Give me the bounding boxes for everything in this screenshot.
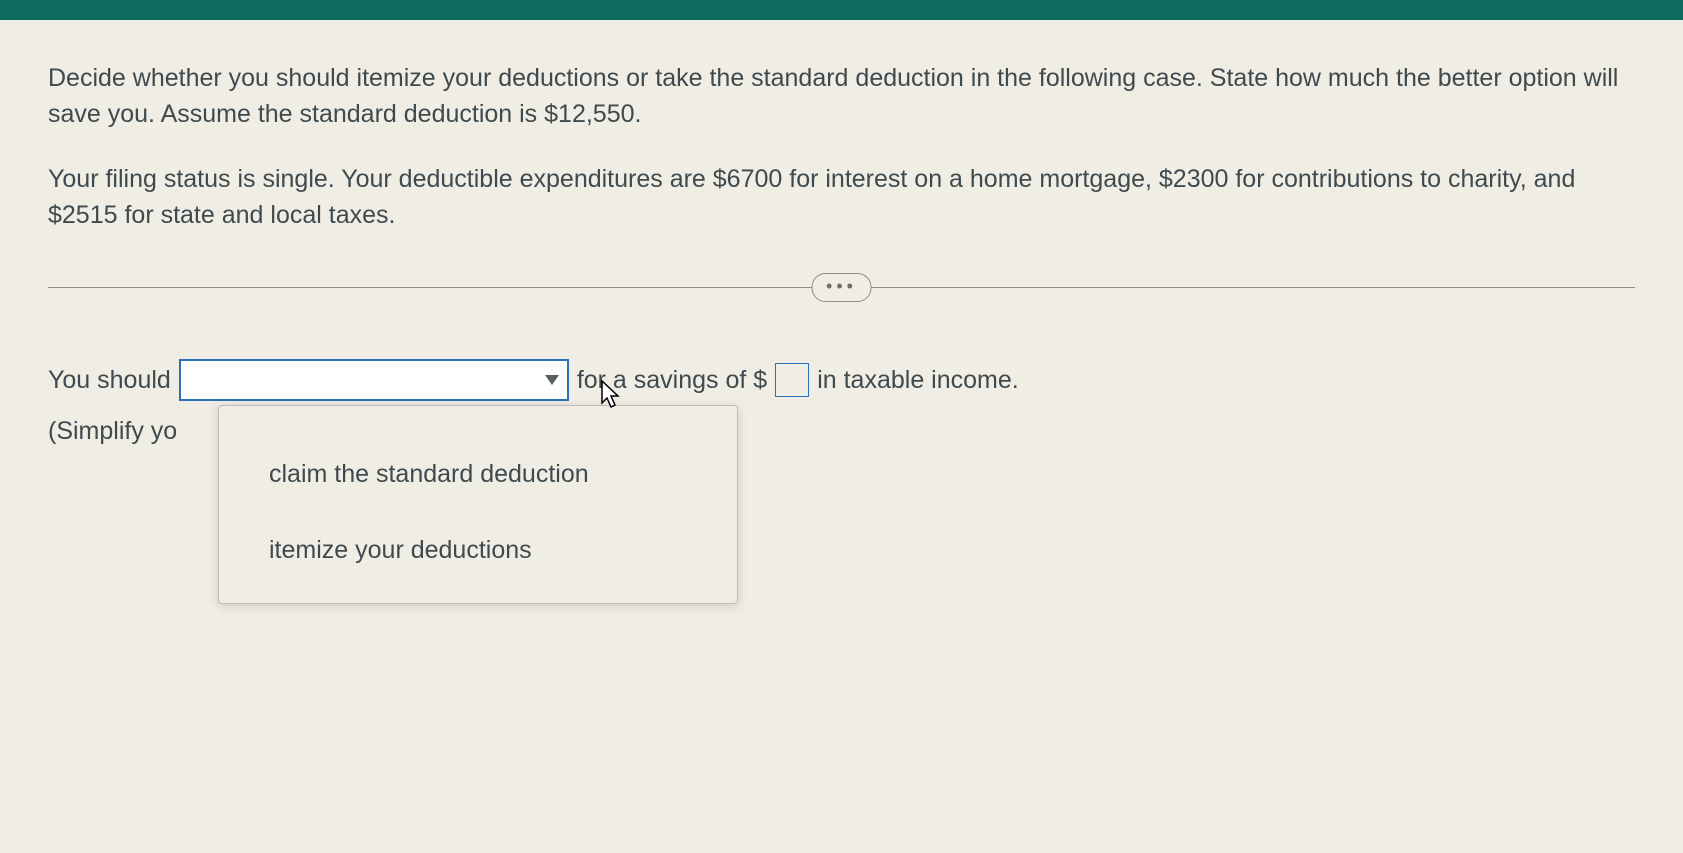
question-paragraph-2: Your filing status is single. Your deduc… [48, 161, 1635, 234]
answer-mid-text-1: for a savings of $ [577, 362, 767, 398]
chevron-down-icon [545, 375, 559, 385]
answer-area: You should for a savings of $ in taxable… [48, 353, 1635, 449]
deduction-choice-select[interactable] [179, 359, 569, 401]
expand-toggle-button[interactable]: ••• [811, 273, 872, 302]
answer-prefix-text: You should [48, 362, 171, 398]
dropdown-option-itemize[interactable]: itemize your deductions [219, 512, 737, 588]
window-header-bar [0, 0, 1683, 20]
dropdown-option-standard[interactable]: claim the standard deduction [219, 436, 737, 512]
question-content: Decide whether you should itemize your d… [0, 20, 1683, 469]
question-paragraph-1: Decide whether you should itemize your d… [48, 60, 1635, 133]
ellipsis-icon: ••• [826, 276, 857, 296]
savings-amount-input[interactable] [775, 363, 809, 397]
answer-line: You should for a savings of $ in taxable… [48, 359, 1635, 401]
answer-mid-text-2: in taxable income. [817, 362, 1019, 398]
section-divider: ••• [48, 273, 1635, 303]
deduction-choice-dropdown: claim the standard deduction itemize you… [218, 405, 738, 604]
